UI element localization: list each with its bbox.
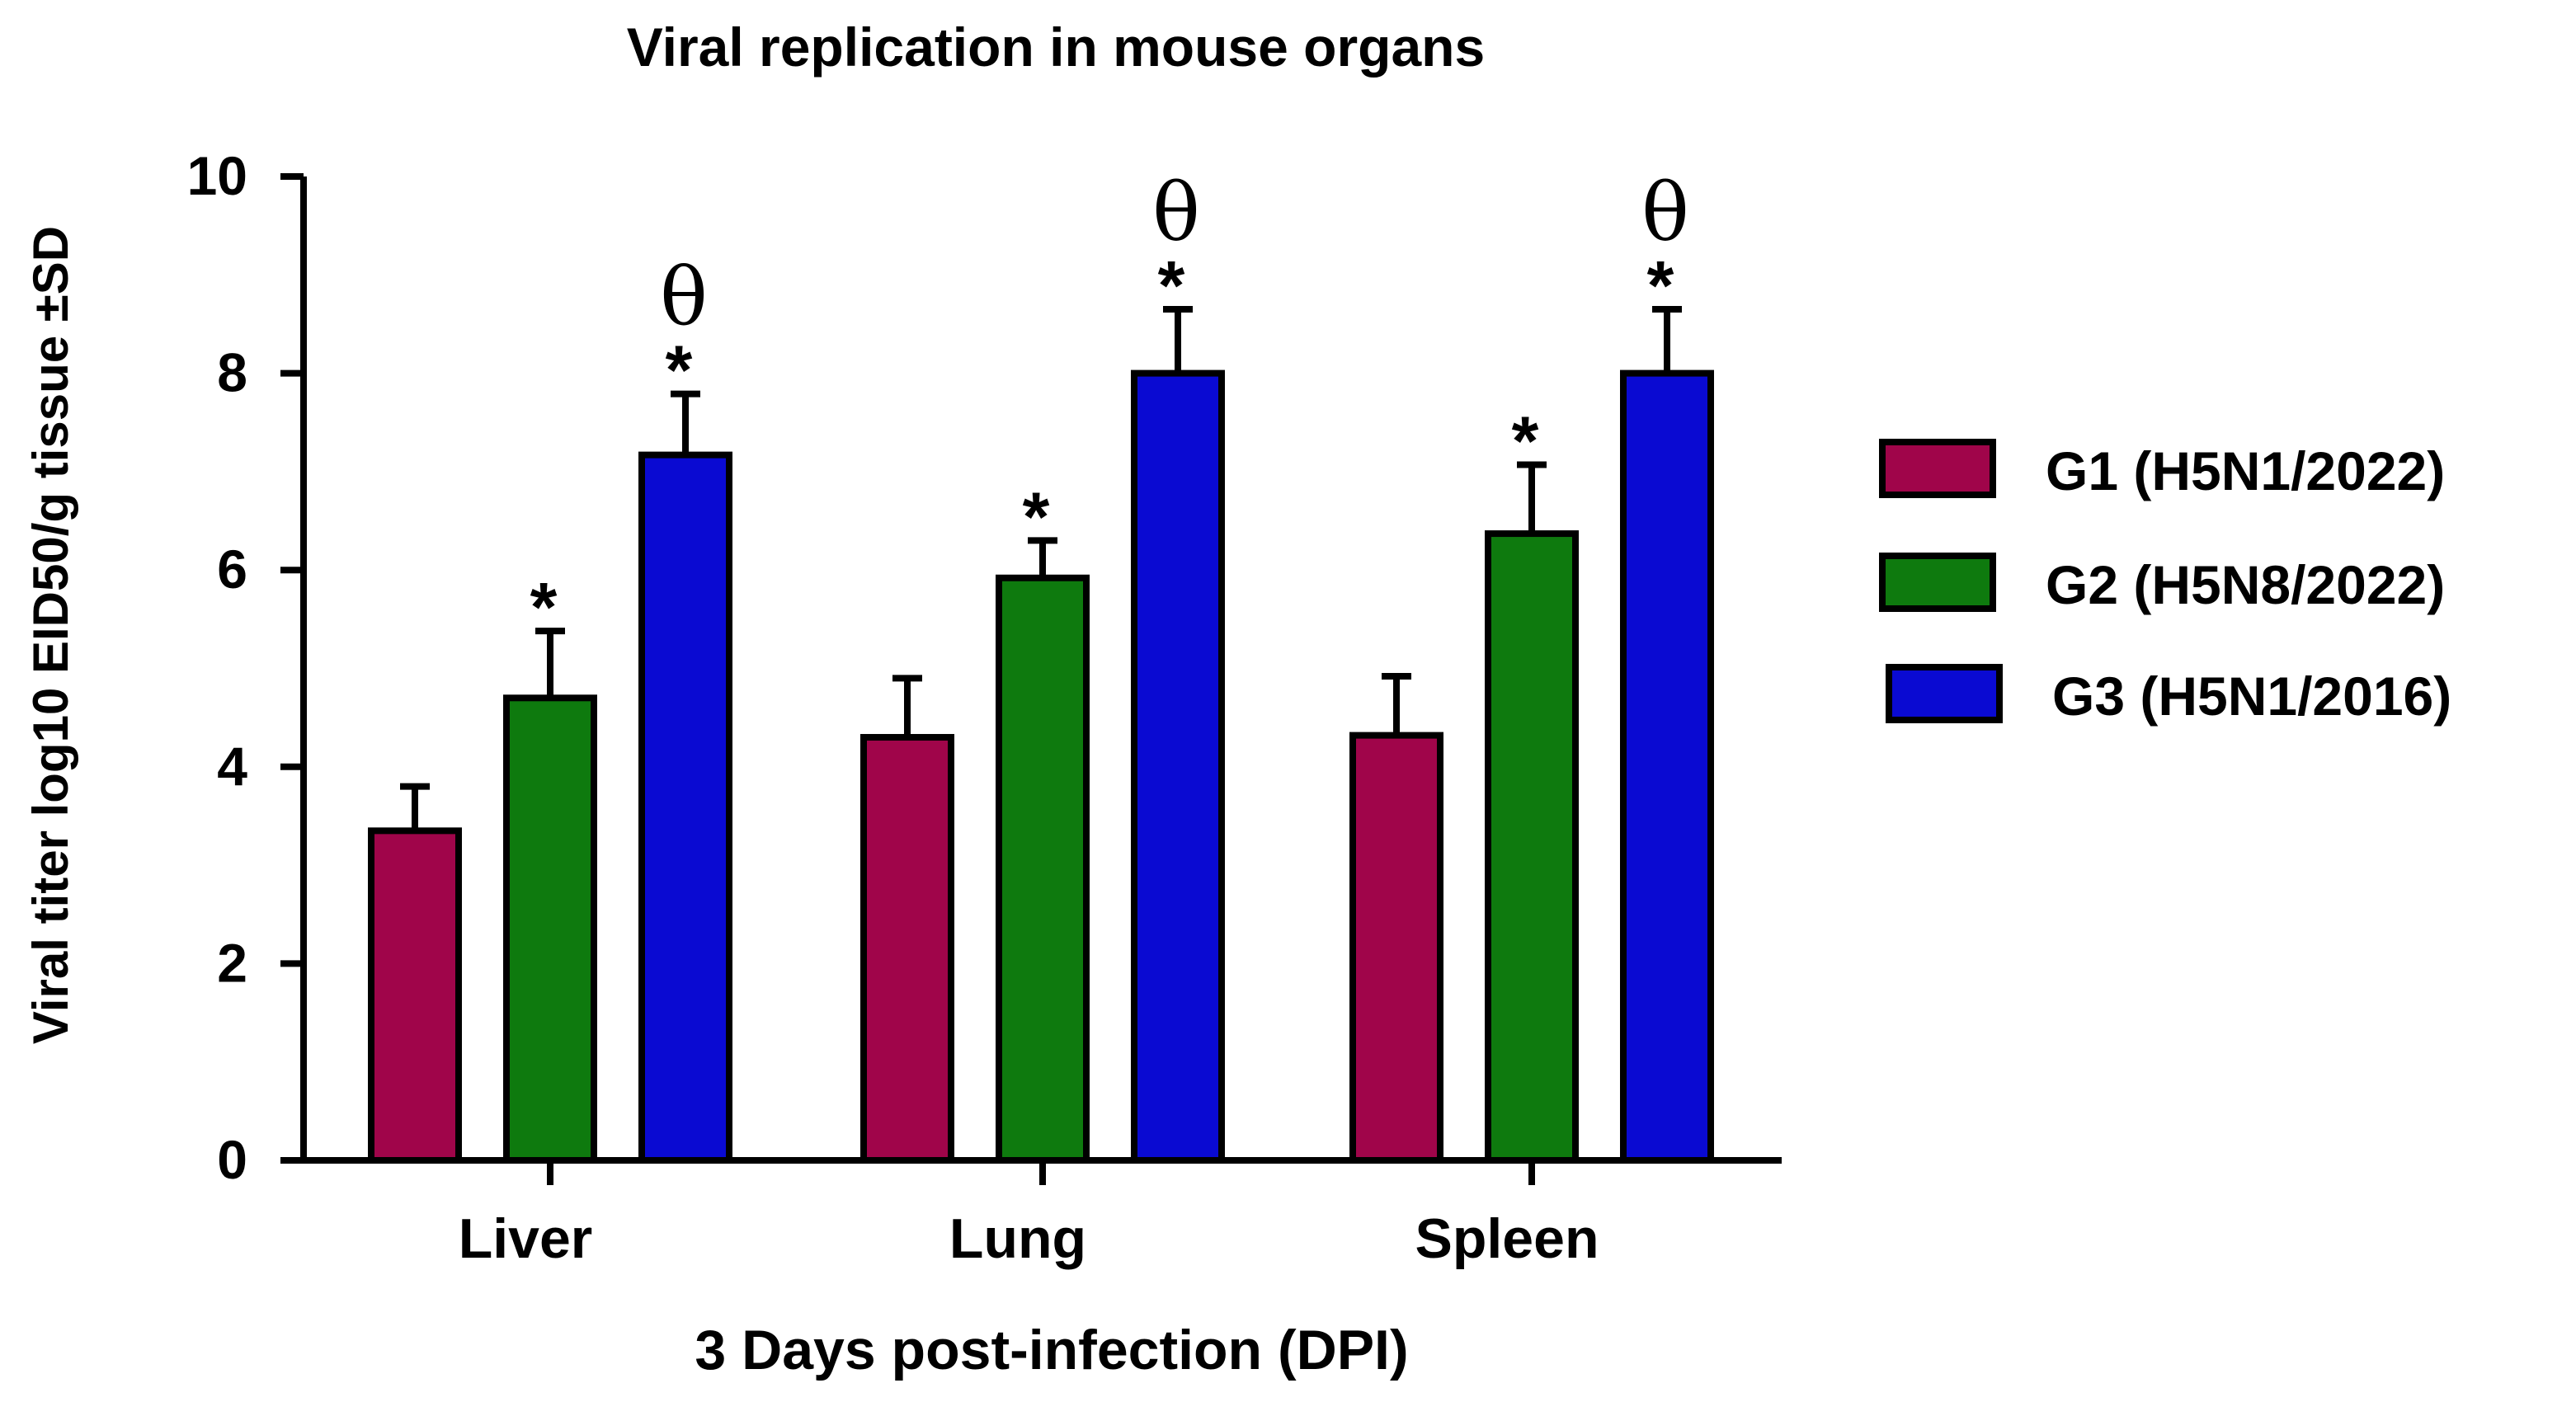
bar	[1485, 530, 1579, 1164]
bar	[503, 694, 597, 1164]
bar	[638, 451, 732, 1164]
significance-theta: θ	[660, 252, 708, 344]
legend-label: G2 (H5N8/2022)	[2046, 554, 2445, 615]
legend-label: G3 (H5N1/2016)	[2052, 666, 2451, 727]
significance-star: *	[1023, 478, 1050, 555]
legend-swatch	[1879, 553, 1996, 612]
bar	[860, 734, 954, 1164]
significance-star: *	[1647, 247, 1674, 324]
bar	[368, 827, 462, 1164]
significance-star: *	[530, 568, 558, 646]
x-tick-label: Liver	[459, 1207, 593, 1270]
x-ticks: Liver Lung Spleen	[459, 1160, 1599, 1270]
x-tick-label: Spleen	[1415, 1207, 1599, 1270]
bar	[996, 574, 1090, 1164]
bar	[1349, 732, 1443, 1164]
y-tick-label: 2	[217, 932, 247, 993]
x-axis-label: 3 Days post-infection (DPI)	[695, 1319, 1408, 1381]
y-ticks: 0 2 4 6 8 10	[187, 145, 304, 1190]
x-tick-label: Lung	[949, 1207, 1086, 1270]
y-tick-label: 8	[217, 342, 247, 403]
legend: G1 (H5N1/2022) G2 (H5N8/2022) G3 (H5N1/201…	[1879, 439, 2451, 727]
chart-title: Viral replication in mouse organs	[627, 16, 1485, 78]
significance-star: *	[1158, 247, 1185, 324]
significance-theta: θ	[1641, 167, 1689, 259]
bar	[1620, 369, 1714, 1164]
legend-label: G1 (H5N1/2022)	[2046, 440, 2445, 501]
significance-star: *	[1512, 402, 1539, 480]
y-tick-label: 6	[217, 539, 247, 600]
y-tick-label: 0	[217, 1129, 247, 1190]
significance-theta: θ	[1152, 167, 1200, 259]
legend-swatch	[1886, 664, 2003, 723]
y-tick-label: 4	[217, 736, 247, 797]
y-axis-label: Viral titer log10 EID50/g tissue ±SD	[23, 226, 78, 1044]
significance-star: *	[666, 332, 693, 409]
bars: **θ**θ**θ	[368, 167, 1714, 1164]
legend-swatch	[1879, 439, 1996, 498]
y-tick-label: 10	[187, 145, 247, 206]
bar	[1131, 369, 1225, 1164]
